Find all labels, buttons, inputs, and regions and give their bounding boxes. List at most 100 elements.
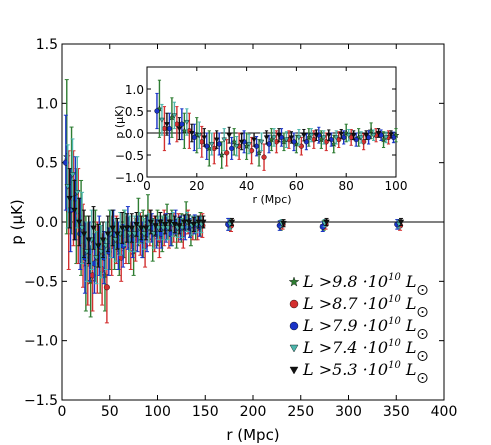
data-point	[208, 141, 215, 147]
data-point	[397, 219, 405, 226]
data-point	[152, 223, 159, 229]
data-point	[199, 139, 205, 145]
main-y-ticks: −1.5 −1.0 −0.5 0.0 0.5 1.0 1.5	[24, 37, 444, 409]
legend-marker	[289, 344, 299, 353]
x-tick-label: 100	[385, 179, 408, 193]
legend-label: L >7.9 ·1010 L	[302, 316, 417, 335]
data-point	[375, 130, 382, 136]
data-point	[263, 135, 270, 141]
data-point	[201, 135, 208, 141]
data-point	[228, 219, 236, 226]
data-point	[161, 222, 169, 228]
x-tick-label: 20	[189, 179, 204, 193]
data-point	[313, 133, 320, 139]
data-point	[216, 141, 222, 147]
inset-series-4	[159, 101, 389, 157]
data-point	[164, 122, 170, 128]
data-point	[71, 207, 78, 214]
y-tick-label: 1.0	[125, 83, 144, 97]
data-point	[296, 135, 302, 141]
legend-label: L >7.4 ·1010 L	[302, 338, 417, 357]
x-axis-label: r (Mpc)	[226, 426, 279, 444]
y-tick-label: 0.5	[36, 156, 58, 172]
data-point	[166, 126, 173, 132]
y-tick-label: 1.0	[36, 96, 58, 112]
data-point	[99, 237, 107, 244]
x-tick-label: 0	[143, 179, 151, 193]
data-point	[176, 223, 183, 229]
data-point	[280, 220, 287, 227]
data-point	[95, 243, 102, 249]
legend-marker	[289, 366, 299, 375]
data-point	[238, 139, 245, 145]
data-point	[261, 154, 267, 160]
main-series	[62, 79, 405, 324]
inset-plot: 0 20 40 60 80 100 −1.0 −0.5 0.0 0.5 1.0 r (Mpc) p…	[113, 66, 407, 206]
data-point	[76, 219, 83, 226]
data-point	[185, 219, 193, 226]
data-point	[133, 222, 140, 228]
data-point	[69, 172, 76, 178]
x-tick-label: 80	[339, 179, 354, 193]
inset-x-ticks: 0 20 40 60 80 100	[143, 67, 407, 193]
legend-item: L >8.7 ·1010 L	[289, 294, 428, 317]
data-point	[301, 133, 307, 139]
data-point	[258, 139, 265, 145]
data-point	[189, 130, 195, 136]
data-point	[196, 133, 203, 139]
data-point	[154, 108, 160, 114]
y-axis-label: p (μK)	[8, 199, 26, 244]
sun-symbol	[417, 329, 428, 339]
x-tick-label: 300	[335, 404, 362, 420]
data-point	[229, 145, 235, 152]
data-point	[333, 135, 339, 141]
data-point	[370, 133, 377, 139]
data-point	[103, 284, 110, 291]
y-tick-label: −1.0	[115, 171, 144, 185]
data-point	[303, 139, 309, 145]
x-tick-label: 0	[58, 404, 67, 420]
data-point	[181, 219, 188, 226]
data-point	[119, 225, 126, 232]
sun-symbol	[417, 285, 428, 295]
y-tick-label: −0.5	[115, 149, 144, 163]
data-point	[350, 133, 357, 139]
legend-label: L >9.8 ·1010 L	[302, 272, 417, 291]
data-point	[321, 135, 327, 141]
y-tick-label: 0.5	[125, 105, 144, 119]
data-point	[85, 237, 92, 244]
data-point	[74, 190, 81, 196]
legend-marker	[288, 276, 300, 287]
legend-item: L >5.3 ·1010 L	[289, 360, 428, 383]
data-point	[323, 219, 330, 226]
data-point	[66, 195, 73, 202]
data-point	[251, 137, 257, 143]
inset-y-axis-label: p (μK)	[113, 105, 126, 138]
data-point	[195, 219, 202, 226]
y-tick-label: −0.5	[24, 274, 58, 290]
data-point	[179, 121, 185, 127]
data-point	[171, 222, 178, 228]
inset-series-2	[161, 106, 392, 171]
data-point	[341, 134, 347, 141]
data-point	[383, 135, 389, 141]
legend-item: L >7.9 ·1010 L	[289, 316, 428, 339]
data-point	[191, 134, 197, 141]
data-point	[138, 225, 145, 232]
data-point	[123, 225, 131, 232]
data-point	[80, 231, 88, 238]
y-tick-label: 0.0	[125, 127, 144, 141]
sun-symbol	[417, 351, 428, 361]
x-tick-label: 400	[431, 404, 458, 420]
data-point	[224, 150, 230, 156]
data-point	[363, 133, 369, 139]
x-tick-label: 250	[287, 404, 314, 420]
data-point	[248, 148, 255, 154]
data-point	[90, 225, 97, 232]
data-point	[226, 133, 232, 139]
main-x-ticks: 0 50 100 150 200 250 300 350 400	[58, 44, 458, 420]
legend-label: L >8.7 ·1010 L	[302, 294, 417, 313]
data-point	[328, 137, 334, 143]
y-tick-label: 1.5	[36, 37, 58, 53]
